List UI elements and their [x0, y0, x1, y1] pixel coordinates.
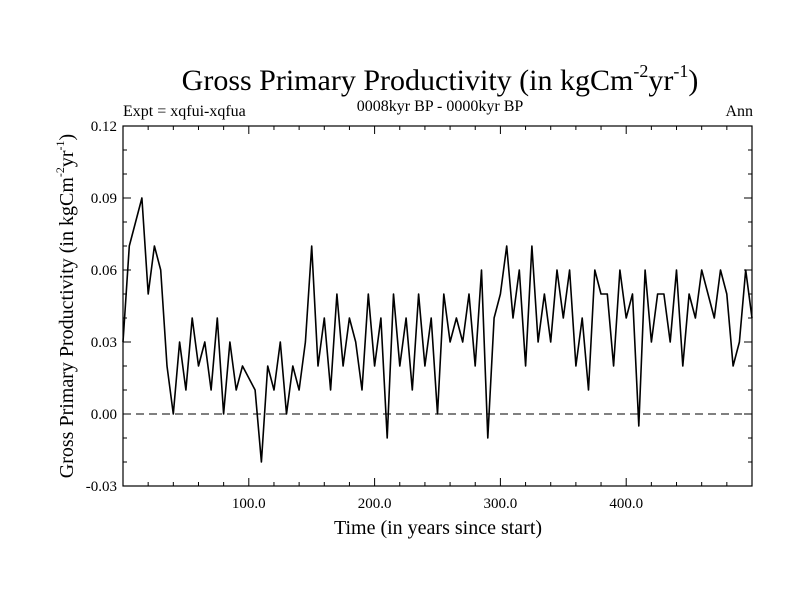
ylabel-sup-1: -2 — [53, 167, 67, 177]
x-tick-label: 100.0 — [232, 496, 266, 512]
plot-frame — [122, 125, 753, 487]
y-tick-label: -0.03 — [86, 479, 117, 495]
subtitle-right: Ann — [725, 103, 753, 120]
y-tick-label: 0.00 — [91, 407, 117, 423]
ylabel-mid: yr — [56, 150, 78, 167]
x-axis-label: Time (in years since start) — [334, 517, 542, 539]
ylabel-main: Gross Primary Productivity (in kgCm — [56, 177, 78, 479]
ylabel-end: ) — [56, 134, 78, 141]
chart-title: Gross Primary Productivity (in kgCm-2yr-… — [182, 61, 699, 97]
subtitle-left: Expt = xqfui-xqfua — [123, 103, 246, 120]
title-mid: yr — [648, 64, 673, 97]
title-sup-1: -2 — [633, 61, 648, 81]
y-tick-label: 0.06 — [91, 263, 118, 279]
x-tick-label: 200.0 — [358, 496, 392, 512]
ylabel-sup-2: -1 — [53, 140, 67, 150]
title-end: ) — [688, 64, 698, 97]
series-line-0 — [122, 197, 753, 463]
x-tick-label: 300.0 — [484, 496, 518, 512]
y-axis-label: Gross Primary Productivity (in kgCm-2yr-… — [53, 134, 78, 478]
y-tick-label: 0.03 — [91, 335, 117, 351]
subtitle-center: 0008kyr BP - 0000kyr BP — [357, 98, 524, 115]
x-tick-label: 400.0 — [609, 496, 643, 512]
title-sup-2: -1 — [673, 61, 688, 81]
y-tick-label: 0.12 — [91, 119, 117, 135]
plot-area: -0.03 0.00 0.03 0.06 0.09 0.12 100.0 200.0 300.0… — [86, 119, 753, 512]
title-main: Gross Primary Productivity (in kgCm — [182, 64, 634, 97]
y-tick-label: 0.09 — [91, 191, 117, 207]
